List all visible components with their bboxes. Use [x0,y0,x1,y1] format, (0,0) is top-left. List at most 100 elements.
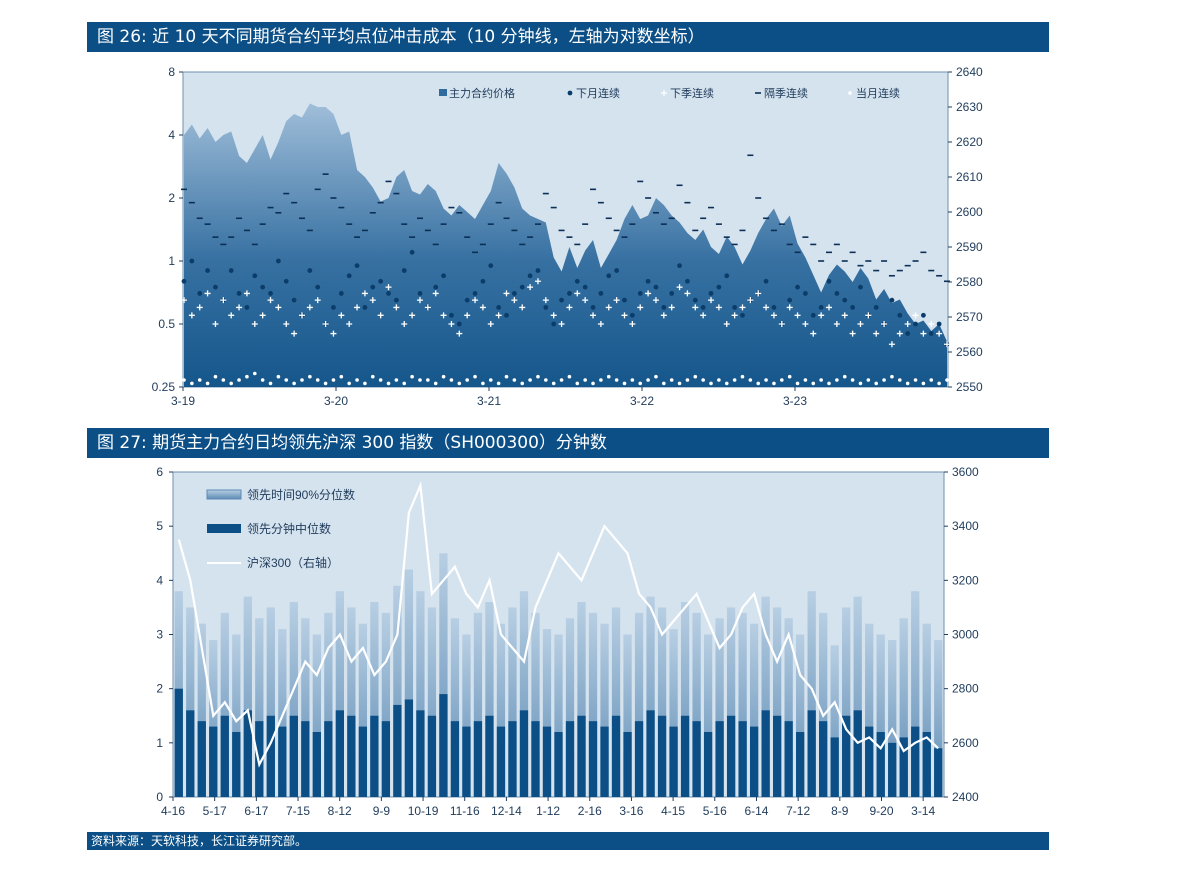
point-current-month [308,374,312,379]
bar-90th-percentile [381,612,391,797]
bar-median [888,742,897,797]
point-current-month [685,378,690,382]
point-current-month [662,381,666,386]
point-next-quarter [613,297,620,304]
point-current-month [630,378,635,382]
point-next-quarter [204,290,211,297]
x-tick-label: 6-17 [244,804,268,818]
point-next-quarter [298,312,305,319]
point-next-month [362,305,368,310]
x-tick-label: 7-12 [786,804,810,818]
point-current-month [606,374,611,379]
bar-90th-percentile [243,596,252,797]
x-tick-label: 3-14 [911,804,935,818]
y-right-tick-label: 3600 [952,465,979,479]
point-next-quarter [228,312,235,319]
y-right-tick-label: 2560 [956,345,983,359]
bar-90th-percentile [335,591,345,797]
point-current-month [819,378,823,382]
bar-90th-percentile [542,629,552,797]
point-next-quarter [432,290,439,297]
point-next-quarter [574,290,581,297]
bar-median [266,715,275,797]
point-next-quarter [487,321,494,327]
bar-90th-percentile [853,596,862,797]
point-next-month [708,291,714,296]
point-next-quarter [684,290,691,297]
point-current-month [551,381,556,386]
bar-90th-percentile [450,618,460,797]
point-next-month [692,297,698,303]
point-next-quarter [621,312,628,319]
point-next-month [732,305,738,310]
point-current-month [315,378,320,382]
legend-swatch-90th [206,489,242,500]
y-right-tick-label: 2580 [956,275,983,289]
point-current-month [457,381,462,386]
point-current-month [787,374,792,379]
bar-median [669,726,678,797]
point-next-quarter [700,312,707,319]
point-next-quarter [763,304,770,311]
point-next-month [590,305,596,310]
point-next-month [181,278,187,284]
point-next-month [464,297,470,303]
point-next-quarter [456,330,463,337]
point-current-month [386,381,391,386]
point-next-quarter [873,330,880,337]
bar-median [680,715,690,797]
point-next-quarter [322,321,329,327]
point-next-month [629,312,635,318]
point-next-quarter [330,330,337,337]
point-current-month [426,378,430,382]
bar-median [278,726,287,797]
point-next-quarter [495,312,502,319]
point-current-month [921,381,926,386]
point-current-month [937,381,941,386]
point-next-quarter [708,297,715,304]
point-next-month [795,284,800,290]
y-right-tick-label: 2630 [956,100,983,114]
bar-90th-percentile [784,618,793,797]
point-next-quarter [188,312,195,319]
bar-median [439,694,448,797]
point-next-month [338,291,344,296]
point-next-quarter [723,321,730,327]
point-next-month [700,305,706,310]
point-current-month [614,378,619,382]
x-tick-label: 5-17 [203,804,227,818]
y-right-tick-label: 2590 [956,240,983,254]
bar-90th-percentile [715,618,724,797]
point-next-quarter [511,297,518,304]
point-next-month [598,291,604,296]
y-left-tick-label: 0.25 [152,380,176,394]
y-right-tick-label: 2400 [952,790,979,804]
point-next-month [519,284,525,290]
point-next-month [787,297,793,303]
x-tick-label: 3-19 [171,394,195,408]
bar-median [749,726,759,797]
bar-90th-percentile [255,618,264,797]
bar-90th-percentile [531,612,540,797]
legend-label: 领先时间90%分位数 [247,487,355,502]
legend-label: 主力合约价格 [449,86,515,100]
point-next-month [527,273,533,279]
bar-median [450,721,460,797]
legend-label: 沪深300（右轴） [247,555,339,570]
point-next-quarter [629,321,636,327]
point-next-month [504,312,509,318]
y-right-tick-label: 2570 [956,310,983,324]
point-current-month [709,381,713,386]
point-current-month [717,378,721,382]
point-next-month [567,291,572,296]
point-current-month [544,378,548,382]
point-next-quarter [464,312,471,319]
point-next-month [928,331,934,336]
point-current-month [268,381,273,386]
bar-90th-percentile [922,623,931,797]
point-current-month [599,378,603,382]
bar-90th-percentile [911,591,920,797]
bar-median [519,710,529,797]
point-current-month [213,374,218,379]
y-right-tick-label: 2610 [956,170,983,184]
